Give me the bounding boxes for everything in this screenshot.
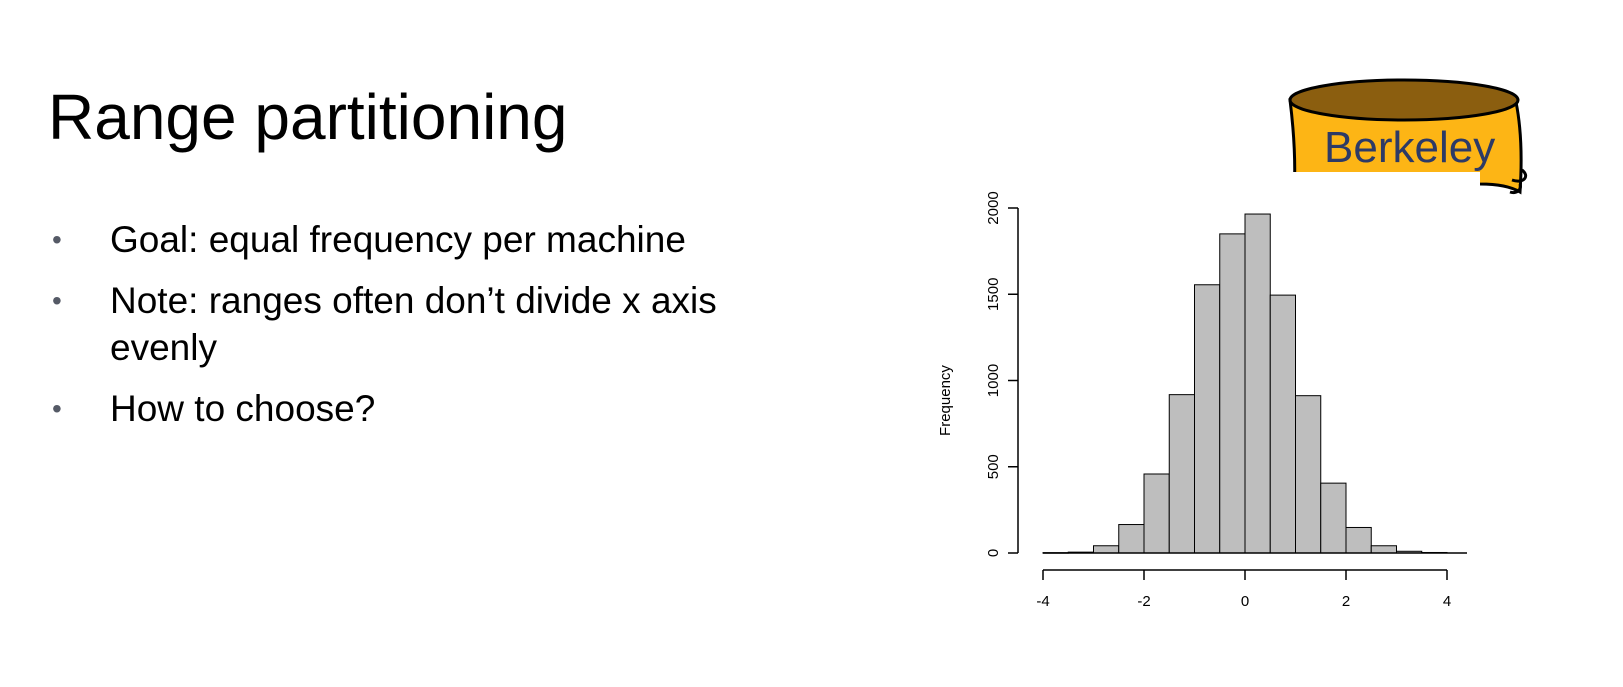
histogram-chart: 0 500 1000 1500 2000 -4 -2 0 2 4 Frequency bbox=[937, 191, 1467, 610]
histogram-bar bbox=[1370, 545, 1397, 554]
histogram-bar bbox=[1244, 213, 1271, 554]
slide-title: Range partitioning bbox=[48, 81, 568, 153]
x-tick-label: 4 bbox=[1443, 593, 1451, 610]
histogram-bar bbox=[1118, 524, 1145, 554]
y-tick-label: 2000 bbox=[985, 191, 1002, 224]
x-tick-label: 2 bbox=[1342, 593, 1350, 610]
x-tick-label: -2 bbox=[1137, 593, 1150, 610]
bullet-list: • Goal: equal frequency per machine • No… bbox=[48, 216, 828, 446]
bullet-item: • How to choose? bbox=[48, 385, 828, 432]
bullet-dot-icon: • bbox=[52, 224, 62, 255]
y-axis: 0 500 1000 1500 2000 bbox=[985, 191, 1019, 557]
logo-cutoff bbox=[1284, 172, 1480, 202]
histogram-bar bbox=[1194, 284, 1221, 554]
bullet-text: Goal: equal frequency per machine bbox=[110, 219, 686, 260]
bullet-item: • Goal: equal frequency per machine bbox=[48, 216, 828, 263]
bullet-text: How to choose? bbox=[110, 388, 376, 429]
bullet-text: Note: ranges often don’t divide x axis e… bbox=[110, 280, 717, 368]
histogram-bar bbox=[1269, 294, 1296, 554]
x-tick-label: -4 bbox=[1036, 593, 1049, 610]
berkeley-logo: Berkeley bbox=[1284, 78, 1528, 202]
logo-banner-curl bbox=[1509, 168, 1528, 194]
y-tick-label: 0 bbox=[985, 549, 1002, 557]
histogram-bars bbox=[1042, 213, 1448, 554]
y-tick-label: 1500 bbox=[985, 278, 1002, 311]
x-tick-label: 0 bbox=[1241, 593, 1249, 610]
histogram-bar bbox=[1345, 526, 1372, 554]
y-axis-label: Frequency bbox=[937, 365, 954, 436]
histogram-bar bbox=[1168, 394, 1195, 554]
histogram-bar bbox=[1093, 545, 1120, 554]
histogram-bar bbox=[1320, 482, 1347, 554]
y-tick-label: 500 bbox=[985, 454, 1002, 479]
histogram-bar bbox=[1219, 233, 1246, 554]
histogram-bar bbox=[1295, 395, 1322, 554]
logo-text: Berkeley bbox=[1324, 123, 1495, 172]
logo-banner-top bbox=[1288, 78, 1520, 122]
bullet-item: • Note: ranges often don’t divide x axis… bbox=[48, 277, 828, 371]
bullet-dot-icon: • bbox=[52, 393, 62, 424]
y-tick-label: 1000 bbox=[985, 364, 1002, 397]
bullet-dot-icon: • bbox=[52, 285, 62, 316]
histogram-bar bbox=[1143, 473, 1170, 554]
x-axis: -4 -2 0 2 4 bbox=[1036, 569, 1451, 610]
